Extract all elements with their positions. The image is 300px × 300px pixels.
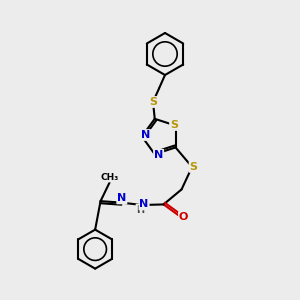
Text: S: S — [190, 162, 197, 172]
Text: S: S — [149, 97, 157, 107]
Text: O: O — [179, 212, 188, 222]
Text: N: N — [140, 200, 149, 209]
Text: N: N — [141, 130, 150, 140]
Text: S: S — [170, 120, 178, 130]
Text: CH₃: CH₃ — [100, 172, 119, 182]
Text: N: N — [117, 194, 127, 203]
Text: H: H — [136, 205, 145, 214]
Text: N: N — [154, 150, 163, 160]
